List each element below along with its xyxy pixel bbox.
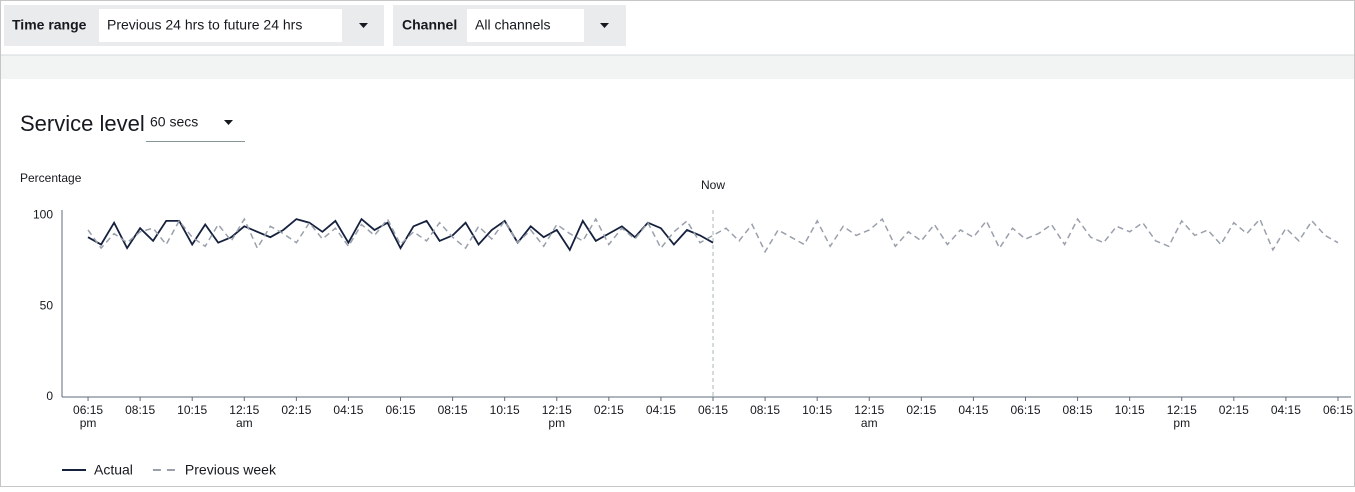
x-tick-label: 06:15 [698,403,728,417]
x-tick-label: 06:15 [386,403,416,417]
dropdown-arrow[interactable] [600,23,609,28]
legend-label: Previous week [185,462,277,478]
channel-select[interactable] [467,9,584,42]
panel-title: Service level [20,111,145,136]
x-tick-label: 04:15 [1271,403,1301,417]
filter-label: Channel [402,17,457,33]
x-tick-label: 02:15 [1219,403,1249,417]
x-tick-label: 12:15 am [854,403,884,430]
x-tick-label: 02:15 [594,403,624,417]
now-label: Now [701,178,725,192]
x-tick-label: 04:15 [333,403,363,417]
x-tick-label: 04:15 [646,403,676,417]
x-tick-label: 02:15 [281,403,311,417]
x-tick-label: 08:15 [1063,403,1093,417]
x-tick-label: 06:15 [1323,403,1353,417]
x-tick-label: 10:15 [1115,403,1145,417]
legend: Actual Previous week [62,462,277,478]
select-value: All channels [475,17,551,33]
y-axis-label: Percentage [20,171,82,185]
x-tick-label: 08:15 [125,403,155,417]
y-tick-label: 100 [33,208,53,222]
separator-band [1,55,1354,79]
y-tick-label: 0 [46,389,53,403]
x-tick-label: 12:15 am [229,403,259,430]
x-tick-label: 10:15 [802,403,832,417]
x-tick-label: 12:15 pm [1167,403,1197,430]
dropdown-arrow[interactable] [224,120,233,125]
dropdown-arrow[interactable] [359,23,368,28]
filter-label: Time range [12,17,87,33]
series-line [87,217,714,252]
x-tick-label: 04:15 [958,403,988,417]
series-line [87,217,1339,254]
x-tick-label: 10:15 [177,403,207,417]
x-tick-label: 08:15 [750,403,780,417]
legend-label: Actual [94,462,133,478]
interval-select[interactable]: 60 secs [150,114,198,130]
select-value: Previous 24 hrs to future 24 hrs [107,17,302,33]
x-tick-label: 08:15 [438,403,468,417]
y-tick-label: 50 [40,298,54,312]
x-tick-label: 06:15 pm [73,403,103,430]
x-tick-label: 06:15 [1010,403,1040,417]
x-tick-label: 12:15 pm [542,403,572,430]
x-tick-label: 10:15 [490,403,520,417]
x-tick-label: 02:15 [906,403,936,417]
time-range-select[interactable] [99,9,342,42]
